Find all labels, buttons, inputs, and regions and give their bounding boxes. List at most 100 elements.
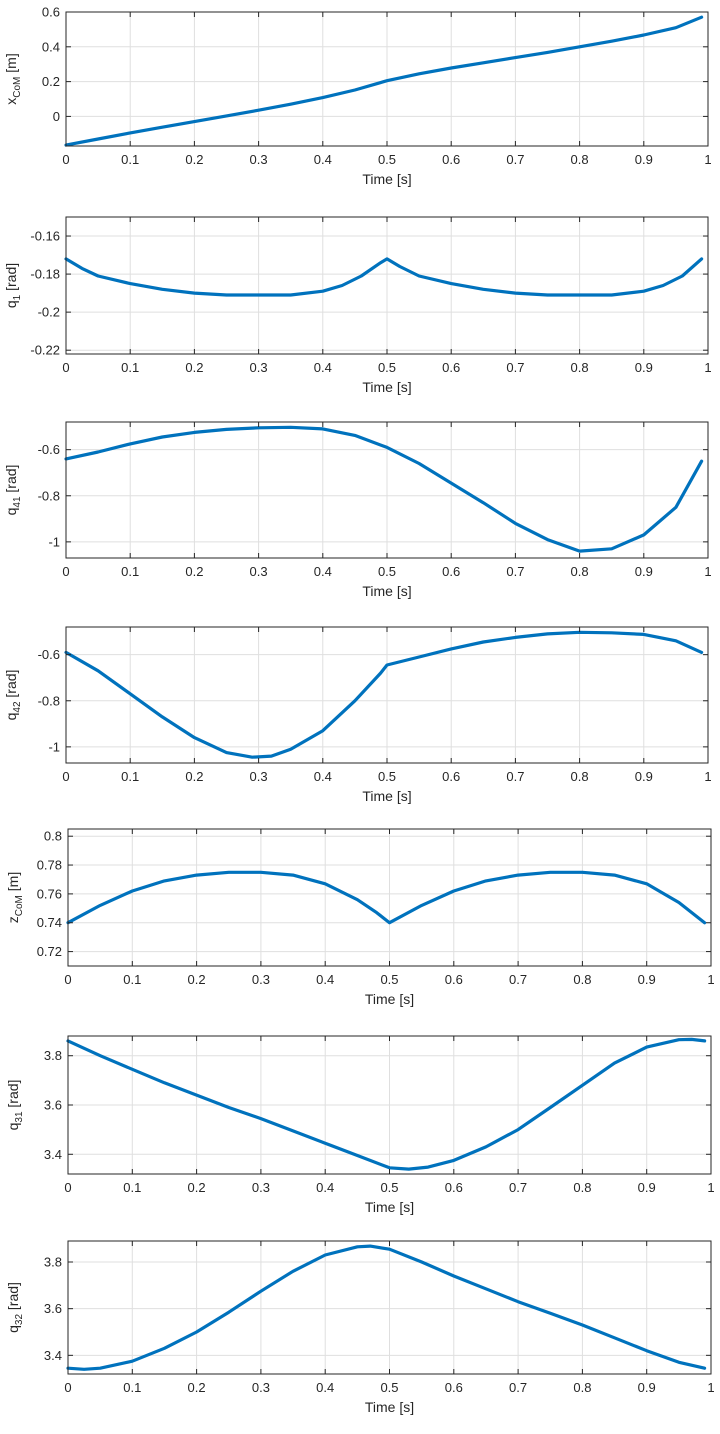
x-tick-label: 1 bbox=[707, 972, 714, 987]
x-axis-label: Time [s] bbox=[362, 379, 411, 395]
x-tick-label: 0.6 bbox=[442, 360, 460, 375]
y-label-symbol: q bbox=[5, 1325, 21, 1333]
x-tick-label: 0 bbox=[62, 769, 69, 784]
subplot-3: 0 0.1 0.2 0.3 0.4 0.5 0.6 0.7 0.8 0.9 1 -0.6 -0.8 -1 T… bbox=[3, 421, 712, 599]
x-axis-label: Time [s] bbox=[365, 1399, 414, 1415]
y-tick-label: -0.6 bbox=[38, 442, 60, 457]
x-tick-label: 0.2 bbox=[185, 152, 203, 167]
series-line bbox=[64, 425, 704, 553]
y-label-subscript: CoM bbox=[14, 895, 25, 916]
x-tick-label: 0.3 bbox=[252, 1380, 270, 1395]
x-tick-label: 0.4 bbox=[316, 1380, 334, 1395]
x-tick-label: 0.5 bbox=[378, 360, 396, 375]
x-tick-label: 0.7 bbox=[506, 769, 524, 784]
subplot-5: 0 0.1 0.2 0.3 0.4 0.5 0.6 0.7 0.8 0.9 1 0.72 0.74 0.7… bbox=[5, 828, 715, 1007]
y-axis-label: q31 [rad] bbox=[5, 1080, 25, 1131]
y-label-symbol: z bbox=[5, 916, 21, 923]
y-tick-label: 3.4 bbox=[44, 1348, 62, 1363]
x-tick-label: 0.3 bbox=[252, 1180, 270, 1195]
x-tick-label: 0.6 bbox=[442, 564, 460, 579]
y-tick-label: 0.4 bbox=[42, 39, 60, 54]
x-tick-label: 0.9 bbox=[638, 972, 656, 987]
x-tick-label: 0 bbox=[62, 360, 69, 375]
y-tick-label: -0.16 bbox=[30, 229, 60, 244]
x-tick-label: 0.4 bbox=[314, 152, 332, 167]
x-tick-label: 0.5 bbox=[380, 972, 398, 987]
y-tick-label: 0.78 bbox=[37, 858, 62, 873]
x-tick-label: 0.3 bbox=[250, 152, 268, 167]
y-label-subscript: CoM bbox=[12, 77, 23, 98]
x-tick-label: 1 bbox=[704, 360, 711, 375]
x-tick-label: 0.7 bbox=[506, 152, 524, 167]
subplot-4: 0 0.1 0.2 0.3 0.4 0.5 0.6 0.7 0.8 0.9 1 -0.6 -0.8 -1 T… bbox=[3, 626, 712, 804]
x-tick-label: 0.8 bbox=[571, 769, 589, 784]
x-tick-label: 1 bbox=[707, 1380, 714, 1395]
y-axis-label: q32 [rad] bbox=[5, 1282, 25, 1333]
y-tick-label: 3.6 bbox=[44, 1301, 62, 1316]
x-tick-label: 0 bbox=[64, 1180, 71, 1195]
y-tick-label: 3.8 bbox=[44, 1048, 62, 1063]
x-tick-label: 0.6 bbox=[445, 1180, 463, 1195]
x-tick-label: 0 bbox=[62, 564, 69, 579]
x-tick-label: 0.5 bbox=[378, 564, 396, 579]
y-tick-label: 0 bbox=[53, 109, 60, 124]
x-axis-label: Time [s] bbox=[362, 171, 411, 187]
x-tick-label: 0.9 bbox=[635, 769, 653, 784]
x-tick-label: 0.7 bbox=[509, 972, 527, 987]
y-tick-label: 3.8 bbox=[44, 1255, 62, 1270]
y-tick-label: -0.2 bbox=[38, 305, 60, 320]
y-axis-label: xCoM [m] bbox=[3, 53, 23, 104]
x-tick-label: 0.6 bbox=[445, 972, 463, 987]
y-label-unit: [rad] bbox=[3, 670, 19, 702]
y-tick-label: 0.74 bbox=[37, 915, 62, 930]
x-tick-label: 0.7 bbox=[509, 1180, 527, 1195]
y-axis-label: q1 [rad] bbox=[3, 263, 23, 308]
y-label-symbol: x bbox=[3, 98, 19, 105]
x-tick-label: 0.5 bbox=[378, 152, 396, 167]
x-tick-label: 0.6 bbox=[442, 152, 460, 167]
y-tick-label: -1 bbox=[48, 739, 60, 754]
series-line bbox=[64, 630, 704, 759]
x-tick-label: 0.3 bbox=[250, 564, 268, 579]
y-label-unit: [rad] bbox=[3, 263, 19, 295]
y-tick-label: 0.2 bbox=[42, 74, 60, 89]
x-tick-label: 1 bbox=[704, 769, 711, 784]
series-line bbox=[64, 257, 704, 297]
x-tick-label: 0.4 bbox=[314, 564, 332, 579]
x-tick-label: 0.5 bbox=[380, 1180, 398, 1195]
y-axis-label: zCoM [m] bbox=[5, 872, 25, 923]
y-tick-label: 0.76 bbox=[37, 886, 62, 901]
x-tick-label: 0 bbox=[62, 152, 69, 167]
x-tick-label: 0.9 bbox=[638, 1380, 656, 1395]
y-tick-label: -0.8 bbox=[38, 693, 60, 708]
x-tick-label: 0.4 bbox=[314, 769, 332, 784]
x-tick-label: 0.1 bbox=[123, 1380, 141, 1395]
subplot-7: 0 0.1 0.2 0.3 0.4 0.5 0.6 0.7 0.8 0.9 1 3.4 3.6 3.8 Ti… bbox=[5, 1240, 715, 1415]
x-tick-label: 0.3 bbox=[252, 972, 270, 987]
x-tick-label: 0.8 bbox=[573, 1380, 591, 1395]
y-label-subscript: 41 bbox=[12, 496, 23, 508]
x-tick-label: 0.8 bbox=[573, 972, 591, 987]
x-tick-label: 0.8 bbox=[573, 1180, 591, 1195]
y-label-unit: [rad] bbox=[3, 465, 19, 497]
x-tick-label: 0.9 bbox=[635, 360, 653, 375]
y-tick-label: -1 bbox=[48, 534, 60, 549]
series-line bbox=[64, 15, 704, 147]
x-tick-label: 0.2 bbox=[188, 972, 206, 987]
x-tick-label: 0.4 bbox=[316, 1180, 334, 1195]
x-tick-label: 0.6 bbox=[442, 769, 460, 784]
x-tick-label: 0.1 bbox=[121, 769, 139, 784]
x-tick-label: 0.1 bbox=[121, 360, 139, 375]
x-tick-label: 0.1 bbox=[123, 972, 141, 987]
x-tick-label: 1 bbox=[704, 564, 711, 579]
x-tick-label: 0.7 bbox=[509, 1380, 527, 1395]
y-tick-label: 3.4 bbox=[44, 1147, 62, 1162]
y-axis-label: q42 [rad] bbox=[3, 670, 23, 721]
x-tick-label: 0.2 bbox=[185, 564, 203, 579]
x-tick-label: 0.3 bbox=[250, 360, 268, 375]
x-tick-label: 0.3 bbox=[250, 769, 268, 784]
y-label-unit: [m] bbox=[5, 872, 21, 895]
x-tick-label: 0.2 bbox=[188, 1380, 206, 1395]
subplot-1: 0 0.1 0.2 0.3 0.4 0.5 0.6 0.7 0.8 0.9 1 0 0.2 0.4 0.6 T… bbox=[3, 5, 712, 188]
